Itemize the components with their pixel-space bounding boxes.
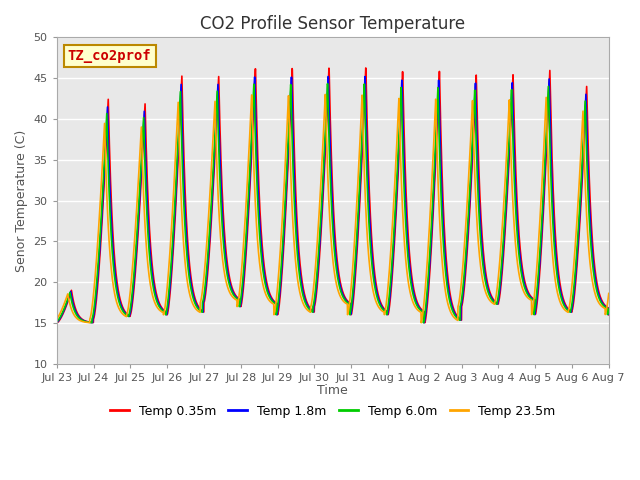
Line: Temp 0.35m: Temp 0.35m bbox=[57, 68, 609, 323]
Temp 6.0m bbox=[595, 293, 602, 299]
Temp 1.8m bbox=[53, 320, 61, 325]
Temp 1.8m bbox=[116, 298, 124, 304]
Temp 1.8m bbox=[595, 290, 602, 296]
Temp 0.35m bbox=[535, 284, 543, 289]
Temp 6.0m bbox=[535, 265, 543, 271]
Temp 23.5m bbox=[289, 209, 296, 215]
Temp 23.5m bbox=[53, 316, 61, 322]
Temp 0.35m bbox=[53, 320, 61, 326]
Legend: Temp 0.35m, Temp 1.8m, Temp 6.0m, Temp 23.5m: Temp 0.35m, Temp 1.8m, Temp 6.0m, Temp 2… bbox=[105, 400, 561, 423]
Temp 23.5m bbox=[535, 235, 543, 241]
Y-axis label: Senor Temperature (C): Senor Temperature (C) bbox=[15, 130, 28, 272]
Temp 0.35m bbox=[116, 295, 124, 300]
Temp 1.8m bbox=[289, 108, 296, 114]
Temp 23.5m bbox=[116, 307, 124, 312]
Temp 0.35m bbox=[605, 312, 612, 318]
Temp 6.0m bbox=[264, 292, 272, 298]
Temp 23.5m bbox=[148, 292, 156, 298]
Temp 6.0m bbox=[53, 319, 61, 325]
Temp 0.35m bbox=[362, 65, 370, 71]
Temp 0.35m bbox=[289, 67, 296, 73]
Temp 23.5m bbox=[595, 299, 602, 305]
Temp 6.0m bbox=[324, 81, 332, 86]
Temp 23.5m bbox=[417, 320, 425, 325]
Text: TZ_co2prof: TZ_co2prof bbox=[68, 49, 152, 63]
Temp 1.8m bbox=[324, 73, 332, 79]
Temp 23.5m bbox=[321, 92, 329, 97]
Temp 0.35m bbox=[148, 265, 156, 271]
Temp 6.0m bbox=[289, 142, 296, 148]
Temp 6.0m bbox=[420, 320, 428, 325]
Temp 23.5m bbox=[264, 297, 272, 302]
Temp 23.5m bbox=[605, 290, 612, 296]
Title: CO2 Profile Sensor Temperature: CO2 Profile Sensor Temperature bbox=[200, 15, 465, 33]
Temp 1.8m bbox=[148, 273, 156, 278]
Temp 0.35m bbox=[264, 287, 272, 292]
Temp 6.0m bbox=[116, 301, 124, 307]
Temp 6.0m bbox=[605, 306, 612, 312]
Temp 6.0m bbox=[148, 279, 156, 285]
Temp 0.35m bbox=[594, 286, 602, 292]
Temp 1.8m bbox=[420, 320, 428, 325]
Line: Temp 1.8m: Temp 1.8m bbox=[57, 76, 609, 323]
X-axis label: Time: Time bbox=[317, 384, 348, 397]
Temp 1.8m bbox=[535, 274, 543, 279]
Temp 1.8m bbox=[605, 310, 612, 315]
Temp 1.8m bbox=[264, 289, 272, 295]
Line: Temp 23.5m: Temp 23.5m bbox=[57, 95, 609, 323]
Line: Temp 6.0m: Temp 6.0m bbox=[57, 84, 609, 323]
